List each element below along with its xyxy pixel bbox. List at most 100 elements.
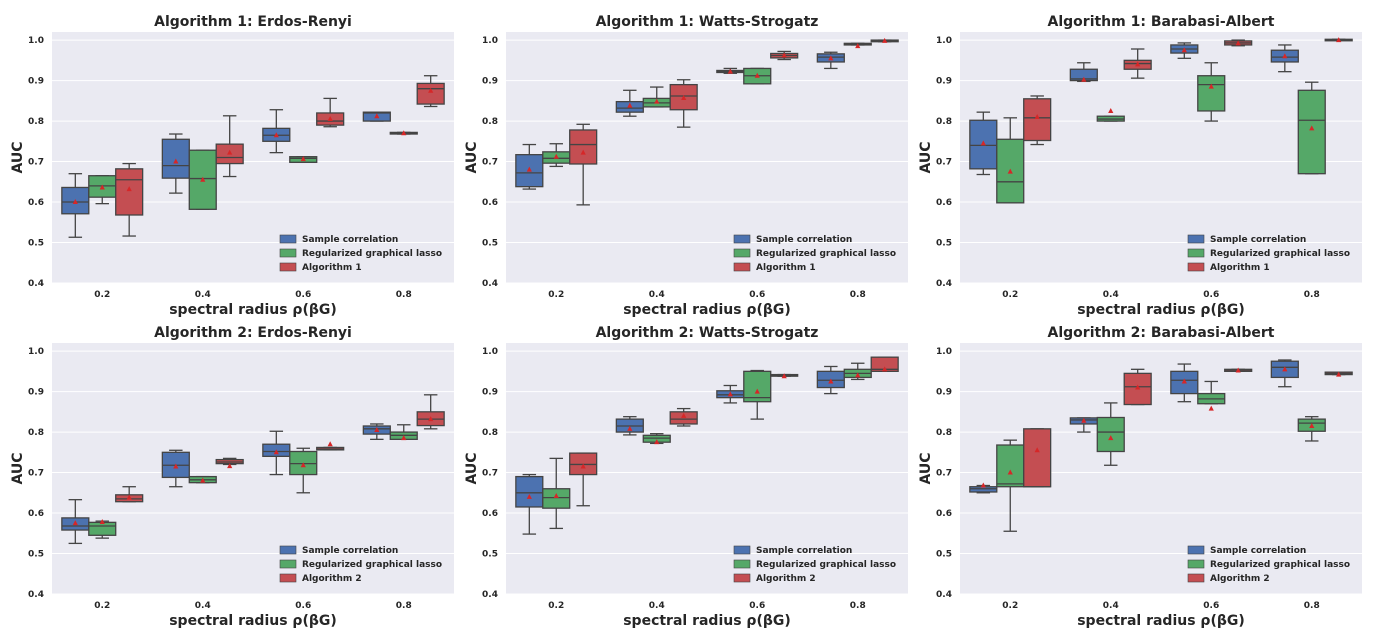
x-tick-label: 0.2 (1002, 290, 1018, 300)
box-2-1 (542, 143, 571, 168)
legend-swatch (279, 234, 297, 244)
box-2-1 (542, 457, 571, 530)
box-3-4 (416, 75, 445, 108)
box-1-4 (816, 51, 845, 70)
box-3-2 (1123, 368, 1152, 406)
mean-marker (526, 166, 532, 172)
mean-marker (980, 482, 986, 488)
x-tick-label: 0.8 (396, 290, 412, 300)
y-tick-label: 0.7 (28, 158, 44, 168)
box-3-2 (215, 457, 244, 469)
x-tick-label: 0.4 (195, 601, 211, 611)
box-body (569, 129, 598, 165)
box-body (416, 82, 445, 105)
y-tick-label: 0.5 (28, 550, 44, 560)
x-tick-label: 0.8 (1304, 290, 1320, 300)
box-2-4 (843, 42, 872, 49)
box-3-1 (569, 452, 598, 507)
y-tick-label: 0.7 (936, 469, 952, 479)
x-tick-label: 0.6 (749, 601, 765, 611)
y-tick-label: 0.9 (482, 388, 498, 398)
box-3-4 (870, 37, 899, 43)
box-3-3 (770, 373, 799, 379)
x-tick-label: 0.6 (295, 601, 311, 611)
box-3-3 (316, 441, 345, 451)
mean-marker (580, 463, 586, 469)
box-body (1096, 416, 1125, 453)
legend-swatch (1187, 545, 1205, 555)
mean-marker (754, 388, 760, 394)
legend-label: Regularized graphical lasso (302, 560, 442, 570)
y-axis-label: AUC (464, 141, 480, 173)
mean-marker (855, 43, 861, 49)
mean-marker (273, 132, 279, 138)
mean-marker (273, 449, 279, 455)
mean-marker (1235, 40, 1241, 46)
chart-title: Algorithm 1: Erdos-Renyi (154, 14, 352, 30)
mean-marker (401, 130, 407, 136)
legend-label: Algorithm 2 (756, 574, 816, 584)
legend-label: Algorithm 2 (302, 574, 362, 584)
y-tick-label: 0.6 (482, 198, 498, 208)
y-tick-label: 0.8 (28, 428, 44, 438)
y-tick-label: 0.5 (482, 550, 498, 560)
legend-swatch (733, 559, 751, 569)
mean-marker (828, 378, 834, 384)
y-tick-label: 0.6 (936, 198, 952, 208)
mean-marker (1208, 405, 1214, 411)
x-axis-label: spectral radius ρ(βG) (169, 302, 337, 318)
chart-panel-5: 0.4 0.5 0.6 0.7 0.8 0.9 1.0 0.2 0.4 0.6 0.8 Sample … (464, 325, 908, 629)
x-tick-label: 0.6 (1203, 601, 1219, 611)
box-body (515, 475, 544, 508)
y-tick-label: 0.7 (482, 469, 498, 479)
legend-swatch (733, 248, 751, 258)
y-tick-label: 1.0 (28, 36, 44, 46)
mean-marker (553, 153, 559, 159)
mean-marker (1309, 422, 1315, 428)
x-tick-label: 0.8 (850, 290, 866, 300)
mean-marker (300, 156, 306, 162)
x-tick-label: 0.2 (94, 290, 110, 300)
box-2-3 (1197, 380, 1226, 411)
chart-title: Algorithm 2: Barabasi-Albert (1048, 325, 1275, 341)
legend-swatch (1187, 559, 1205, 569)
x-axis-label: spectral radius ρ(βG) (169, 613, 337, 629)
mean-marker (828, 55, 834, 61)
y-tick-label: 0.8 (936, 428, 952, 438)
box-2-4 (843, 362, 872, 381)
x-tick-label: 0.8 (396, 601, 412, 611)
y-axis-label: AUC (10, 141, 26, 173)
box-body (743, 370, 772, 403)
y-tick-label: 1.0 (28, 347, 44, 357)
mean-marker (173, 463, 179, 469)
x-axis-label: spectral radius ρ(βG) (1077, 613, 1245, 629)
y-tick-label: 1.0 (936, 347, 952, 357)
legend-label: Sample correlation (1210, 546, 1306, 556)
y-tick-label: 0.8 (28, 117, 44, 127)
mean-marker (173, 158, 179, 164)
legend-swatch (279, 545, 297, 555)
y-tick-label: 1.0 (482, 36, 498, 46)
mean-marker (428, 416, 434, 422)
y-tick-label: 0.9 (482, 77, 498, 87)
mean-marker (374, 113, 380, 119)
legend-label: Regularized graphical lasso (302, 249, 442, 259)
chart-panel-6: 0.4 0.5 0.6 0.7 0.8 0.9 1.0 0.2 0.4 0.6 0.8 Sample … (918, 325, 1362, 629)
plot-background (960, 32, 1362, 283)
mean-marker (855, 372, 861, 378)
box-2-4 (389, 130, 418, 136)
legend-label: Algorithm 1 (756, 263, 816, 273)
box-3-3 (316, 97, 345, 128)
mean-marker (1034, 114, 1040, 120)
mean-marker (300, 462, 306, 468)
legend-swatch (279, 559, 297, 569)
box-3-1 (115, 486, 144, 503)
box-2-2 (642, 433, 671, 445)
mean-marker (882, 37, 888, 43)
x-axis-label: spectral radius ρ(βG) (623, 613, 791, 629)
y-tick-label: 0.6 (482, 509, 498, 519)
mean-marker (654, 439, 660, 445)
x-tick-label: 0.2 (548, 601, 564, 611)
y-tick-label: 1.0 (482, 347, 498, 357)
mean-marker (781, 52, 787, 58)
